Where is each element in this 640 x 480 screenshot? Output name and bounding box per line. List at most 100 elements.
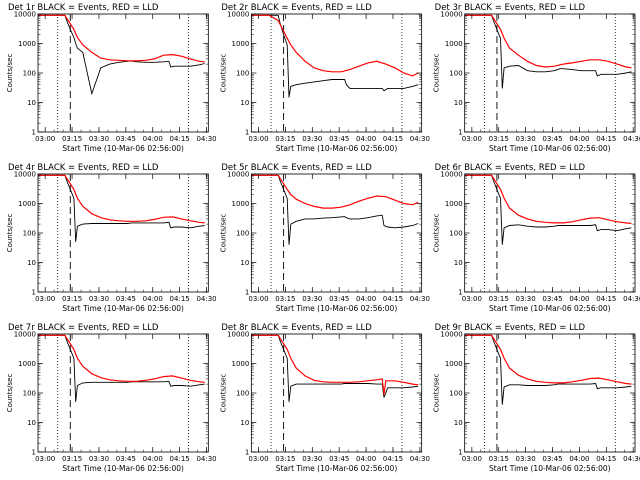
panel-det-6: Det 6r BLACK = Events, RED = LLD 1 10 100 10…	[433, 163, 640, 313]
x-tick-label: 04:30	[196, 135, 216, 143]
panel-det-3: Det 3r BLACK = Events, RED = LLD 1 10 100 10…	[433, 3, 640, 153]
x-axis-label: Start Time (10-Mar-06 02:56:00)	[489, 464, 611, 473]
panel-det-5: Det 5r BLACK = Events, RED = LLD 1 10 100 10…	[219, 163, 430, 313]
y-tick-label: 1000	[18, 40, 36, 48]
plot-frame	[250, 333, 423, 453]
x-tick-label: 04:15	[596, 455, 616, 463]
panel-title: Det 7r BLACK = Events, RED = LLD	[8, 323, 159, 333]
x-tick-label: 04:30	[196, 455, 216, 463]
y-tick-label: 10000	[227, 171, 249, 179]
y-tick-label: 1000	[232, 360, 250, 368]
panel-title: Det 3r BLACK = Events, RED = LLD	[435, 3, 586, 13]
events-series-line	[38, 334, 205, 402]
x-axis-label: Start Time (10-Mar-06 02:56:00)	[489, 144, 611, 153]
x-tick-label: 03:30	[89, 135, 109, 143]
x-tick-label: 04:00	[569, 295, 589, 303]
panel-title: Det 9r BLACK = Events, RED = LLD	[435, 323, 586, 333]
x-tick-label: 03:15	[489, 135, 509, 143]
x-tick-label: 04:30	[196, 295, 216, 303]
y-tick-label: 10000	[440, 171, 462, 179]
x-tick-label: 03:45	[329, 455, 349, 463]
plot-frame	[37, 173, 209, 293]
y-tick-label: 10000	[14, 11, 36, 19]
x-tick-label: 03:45	[542, 455, 562, 463]
y-tick-label: 10000	[227, 11, 249, 19]
x-tick-label: 03:30	[516, 135, 536, 143]
x-tick-label: 03:00	[35, 455, 55, 463]
y-tick-label: 1	[245, 449, 249, 457]
y-tick-label: 1	[245, 129, 249, 137]
y-tick-label: 10	[240, 99, 249, 107]
panel-title: Det 8r BLACK = Events, RED = LLD	[221, 323, 372, 333]
x-tick-label: 03:30	[302, 455, 322, 463]
panel-det-1: Det 1r BLACK = Events, RED = LLD 1 10 100 10…	[6, 3, 217, 153]
x-tick-label: 03:15	[275, 295, 295, 303]
x-tick-label: 04:15	[596, 295, 616, 303]
y-tick-label: 1	[32, 129, 36, 137]
x-tick-label: 03:30	[516, 455, 536, 463]
panel-title: Det 1r BLACK = Events, RED = LLD	[8, 3, 159, 13]
x-tick-label: 04:00	[569, 135, 589, 143]
panel-title: Det 2r BLACK = Events, RED = LLD	[221, 3, 372, 13]
y-tick-label: 100	[23, 70, 36, 78]
x-tick-label: 03:15	[275, 135, 295, 143]
x-tick-label: 03:00	[462, 135, 482, 143]
x-tick-label: 04:30	[623, 135, 640, 143]
plot-frame	[464, 13, 636, 133]
x-tick-label: 04:15	[170, 295, 190, 303]
y-tick-label: 10	[240, 259, 249, 267]
events-series-line	[251, 174, 419, 245]
y-tick-label: 100	[236, 230, 249, 238]
y-tick-label: 10	[27, 419, 36, 427]
x-tick-label: 04:00	[569, 455, 589, 463]
y-axis-label: Counts/sec	[433, 54, 441, 93]
y-axis-label: Counts/sec	[433, 374, 441, 413]
x-tick-label: 03:00	[462, 455, 482, 463]
x-tick-label: 03:45	[542, 295, 562, 303]
panel-det-7: Det 7r BLACK = Events, RED = LLD 1 10 100 10…	[6, 323, 217, 473]
y-tick-label: 1000	[232, 40, 250, 48]
y-tick-label: 1000	[18, 200, 36, 208]
panel-title: Det 4r BLACK = Events, RED = LLD	[8, 163, 159, 173]
y-axis-label: Counts/sec	[6, 374, 14, 413]
y-tick-label: 10	[240, 419, 249, 427]
events-series-line	[38, 14, 205, 96]
x-tick-label: 03:45	[542, 135, 562, 143]
y-tick-label: 1000	[445, 200, 463, 208]
x-axis-label: Start Time (10-Mar-06 02:56:00)	[62, 304, 184, 313]
x-axis-label: Start Time (10-Mar-06 02:56:00)	[489, 304, 611, 313]
x-tick-label: 03:00	[35, 135, 55, 143]
y-tick-label: 100	[449, 70, 462, 78]
lld-series-line	[464, 14, 632, 69]
x-tick-label: 03:45	[116, 295, 136, 303]
y-axis-label: Counts/sec	[219, 54, 227, 93]
x-tick-label: 04:30	[410, 135, 430, 143]
lld-series-line	[464, 334, 632, 385]
x-axis-label: Start Time (10-Mar-06 02:56:00)	[62, 144, 184, 153]
y-tick-label: 10000	[14, 331, 36, 339]
y-tick-label: 100	[449, 230, 462, 238]
y-tick-label: 1	[458, 129, 462, 137]
panel-det-2: Det 2r BLACK = Events, RED = LLD 1 10 100 10…	[219, 3, 430, 153]
x-tick-label: 04:15	[383, 295, 403, 303]
plot-frame	[37, 13, 209, 133]
x-tick-label: 03:00	[248, 455, 268, 463]
x-tick-label: 03:30	[516, 295, 536, 303]
y-tick-label: 100	[449, 390, 462, 398]
y-tick-label: 100	[23, 390, 36, 398]
x-axis-label: Start Time (10-Mar-06 02:56:00)	[276, 464, 398, 473]
x-tick-label: 04:00	[356, 135, 376, 143]
x-tick-label: 04:15	[383, 135, 403, 143]
x-tick-label: 03:45	[329, 295, 349, 303]
x-tick-label: 04:30	[410, 295, 430, 303]
events-series-line	[38, 174, 205, 242]
x-axis-label: Start Time (10-Mar-06 02:56:00)	[62, 464, 184, 473]
y-tick-label: 10000	[14, 171, 36, 179]
y-tick-label: 10000	[440, 11, 462, 19]
x-tick-label: 04:00	[356, 455, 376, 463]
y-tick-label: 1	[245, 289, 249, 297]
y-tick-label: 1	[32, 289, 36, 297]
y-tick-label: 10000	[227, 331, 249, 339]
x-tick-label: 03:45	[116, 455, 136, 463]
